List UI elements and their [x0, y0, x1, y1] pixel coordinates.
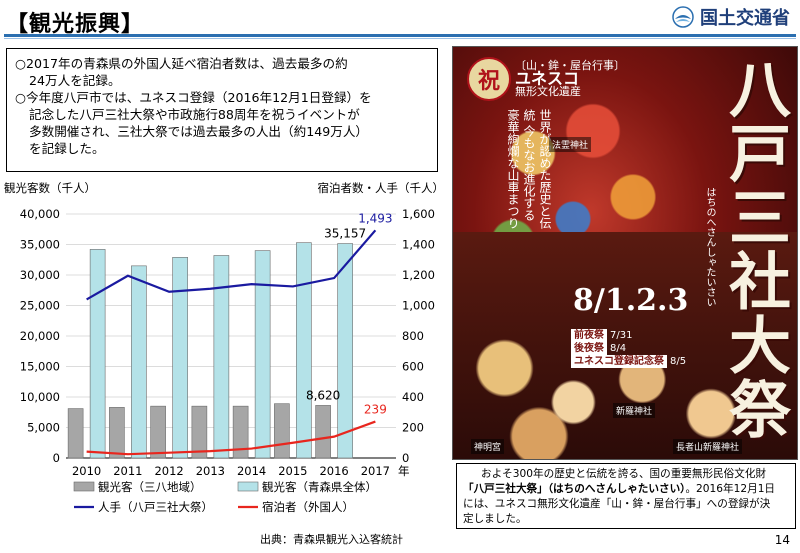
x-tick-label: 2013 [196, 464, 225, 478]
left-tick-label: 0 [53, 451, 60, 465]
x-tick-label: 2014 [237, 464, 266, 478]
poster-shrine-label: 法霊神社 [549, 137, 592, 152]
left-tick-label: 30,000 [20, 268, 60, 282]
summary-bullet-cont: 24万人を記録。 [29, 73, 121, 88]
bar-0 [191, 405, 208, 459]
legend-label: 人手（八戸三社大祭） [98, 500, 213, 514]
legend-label: 観光客（三八地域） [98, 480, 202, 494]
poster-celebration-badge: 祝 [467, 57, 511, 101]
legend-swatch [73, 481, 95, 492]
mlit-logo-icon [672, 6, 694, 28]
summary-bullet: ○今年度八戸市では、ユネスコ登録（2016年12月1日登録）を [15, 90, 372, 105]
right-tick-label: 200 [402, 421, 424, 435]
line-series-1 [86, 420, 376, 456]
chart-source: 出典：青森県観光入込客統計 [260, 533, 403, 546]
x-tick-label: 2017 [361, 464, 390, 478]
x-tick-label: 2015 [278, 464, 307, 478]
poster-title-reading: はちのへさんしゃたいさい [704, 187, 715, 307]
bar-0 [150, 405, 166, 459]
poster-unesco-line: ユネスコ [515, 69, 580, 88]
summary-bullet-cont: を記録した。 [29, 141, 105, 156]
legend-swatch [237, 481, 259, 492]
title-divider-thin [4, 38, 796, 39]
bar-0 [109, 407, 125, 459]
right-axis-title: 宿泊者数・人手（千人） [318, 181, 445, 195]
festival-poster: 祝 〔山・鉾・屋台行事〕 ユネスコ 無形文化遺産 世界が認めた歴史と伝統 今もな… [452, 46, 798, 460]
title-divider [4, 34, 796, 37]
poster-schedule-item: 後夜祭 8/4 [571, 342, 686, 355]
caption-line: 定しました。 [463, 513, 527, 525]
left-tick-label: 5,000 [27, 421, 60, 435]
right-tick-label: 800 [402, 329, 424, 343]
left-tick-label: 25,000 [20, 299, 60, 313]
summary-bullet-cont: 多数開催され、三社大祭では過去最多の人出（約149万人） [29, 124, 369, 139]
poster-caption: およそ300年の歴史と伝統を誇る、国の重要無形民俗文化財 「八戸三社大祭」（はち… [456, 463, 796, 529]
right-tick-label: 1,000 [402, 299, 435, 313]
bar-1 [172, 257, 188, 459]
poster-unesco-line: 無形文化遺産 [515, 85, 581, 98]
summary-box: ○2017年の青森県の外国人延べ宿泊者数は、過去最多の約 24万人を記録。 ○今… [6, 48, 438, 172]
data-label: 239 [364, 403, 387, 417]
poster-tagline: 世界が認めた歴史と伝統 今もなお進化する 豪華絢爛な山車まつり [506, 109, 552, 229]
poster-dates: 8/1.2.3 [573, 283, 689, 318]
left-tick-label: 15,000 [20, 360, 60, 374]
line-series-0 [86, 229, 377, 301]
poster-schedule-item: 前夜祭 7/31 [571, 329, 686, 342]
left-axis-title: 観光客数（千人） [4, 181, 96, 195]
left-tick-label: 40,000 [20, 207, 60, 221]
x-axis-unit: 年 [398, 464, 410, 478]
right-tick-label: 1,400 [402, 238, 435, 252]
bar-1 [213, 255, 230, 459]
poster-shrine-label: 神明宮 [471, 439, 505, 454]
poster-unesco-line: 〔山・鉾・屋台行事〕 [515, 59, 625, 72]
poster-shrine-label: 長者山新羅神社 [673, 439, 743, 454]
x-tick-label: 2012 [154, 464, 183, 478]
right-tick-label: 400 [402, 390, 424, 404]
bar-1 [296, 242, 312, 459]
bar-1 [89, 249, 106, 459]
left-tick-label: 10,000 [20, 390, 60, 404]
data-label: 1,493 [358, 211, 392, 225]
left-tick-label: 20,000 [20, 329, 60, 343]
page-title: 【観光振興】 [6, 12, 145, 37]
caption-line: およそ300年の歴史と伝統を誇る、国の重要無形民俗文化財 [481, 468, 767, 480]
x-tick-label: 2011 [113, 464, 142, 478]
caption-line: には、ユネスコ無形文化遺産「山・鉾・屋台行事」への登録が決 [463, 498, 771, 510]
summary-bullet-cont: 記念した八戸三社大祭や市政施行88周年を祝うイベントが [29, 107, 360, 122]
poster-shrine-label: 新羅神社 [613, 403, 656, 418]
left-tick-label: 35,000 [20, 238, 60, 252]
caption-line: 「八戸三社大祭」（はちのへさんしゃたいさい）。2016年12月1日 [463, 483, 776, 495]
poster-unesco-label: 〔山・鉾・屋台行事〕 ユネスコ 無形文化遺産 [515, 59, 625, 98]
legend-label: 観光客（青森県全体） [262, 480, 377, 494]
ministry-logo: 国土交通省 [672, 4, 790, 30]
right-tick-label: 600 [402, 360, 424, 374]
bar-1 [254, 250, 271, 459]
page-number: 14 [774, 533, 790, 547]
x-tick-label: 2010 [72, 464, 101, 478]
poster-schedule-item: ユネスコ登録記念祭 8/5 [571, 355, 686, 368]
bar-0 [315, 405, 331, 459]
x-tick-label: 2016 [319, 464, 348, 478]
summary-bullet: ○2017年の青森県の外国人延べ宿泊者数は、過去最多の約 [15, 56, 348, 71]
right-tick-label: 0 [402, 451, 409, 465]
poster-festival-title: 八戸三社大祭 [718, 57, 791, 441]
legend-label: 宿泊者（外国人） [262, 500, 354, 514]
tourism-chart: 観光客数（千人） 宿泊者数・人手（千人） 0 5,000 10,000 15,000 20,… [4, 181, 445, 514]
bar-0 [67, 408, 84, 459]
poster-schedule: 前夜祭 7/31 後夜祭 8/4 ユネスコ登録記念祭 8/5 [571, 329, 686, 368]
ministry-name: 国土交通省 [700, 8, 790, 29]
data-label: 35,157 [324, 227, 366, 241]
poster-crowd-image [453, 232, 797, 459]
right-tick-label: 1,200 [402, 268, 435, 282]
bar-0 [232, 405, 249, 459]
bar-1 [131, 265, 147, 459]
bar-1 [337, 243, 353, 459]
data-label: 8,620 [306, 388, 340, 402]
bar-0 [274, 403, 290, 459]
right-tick-label: 1,600 [402, 207, 435, 221]
